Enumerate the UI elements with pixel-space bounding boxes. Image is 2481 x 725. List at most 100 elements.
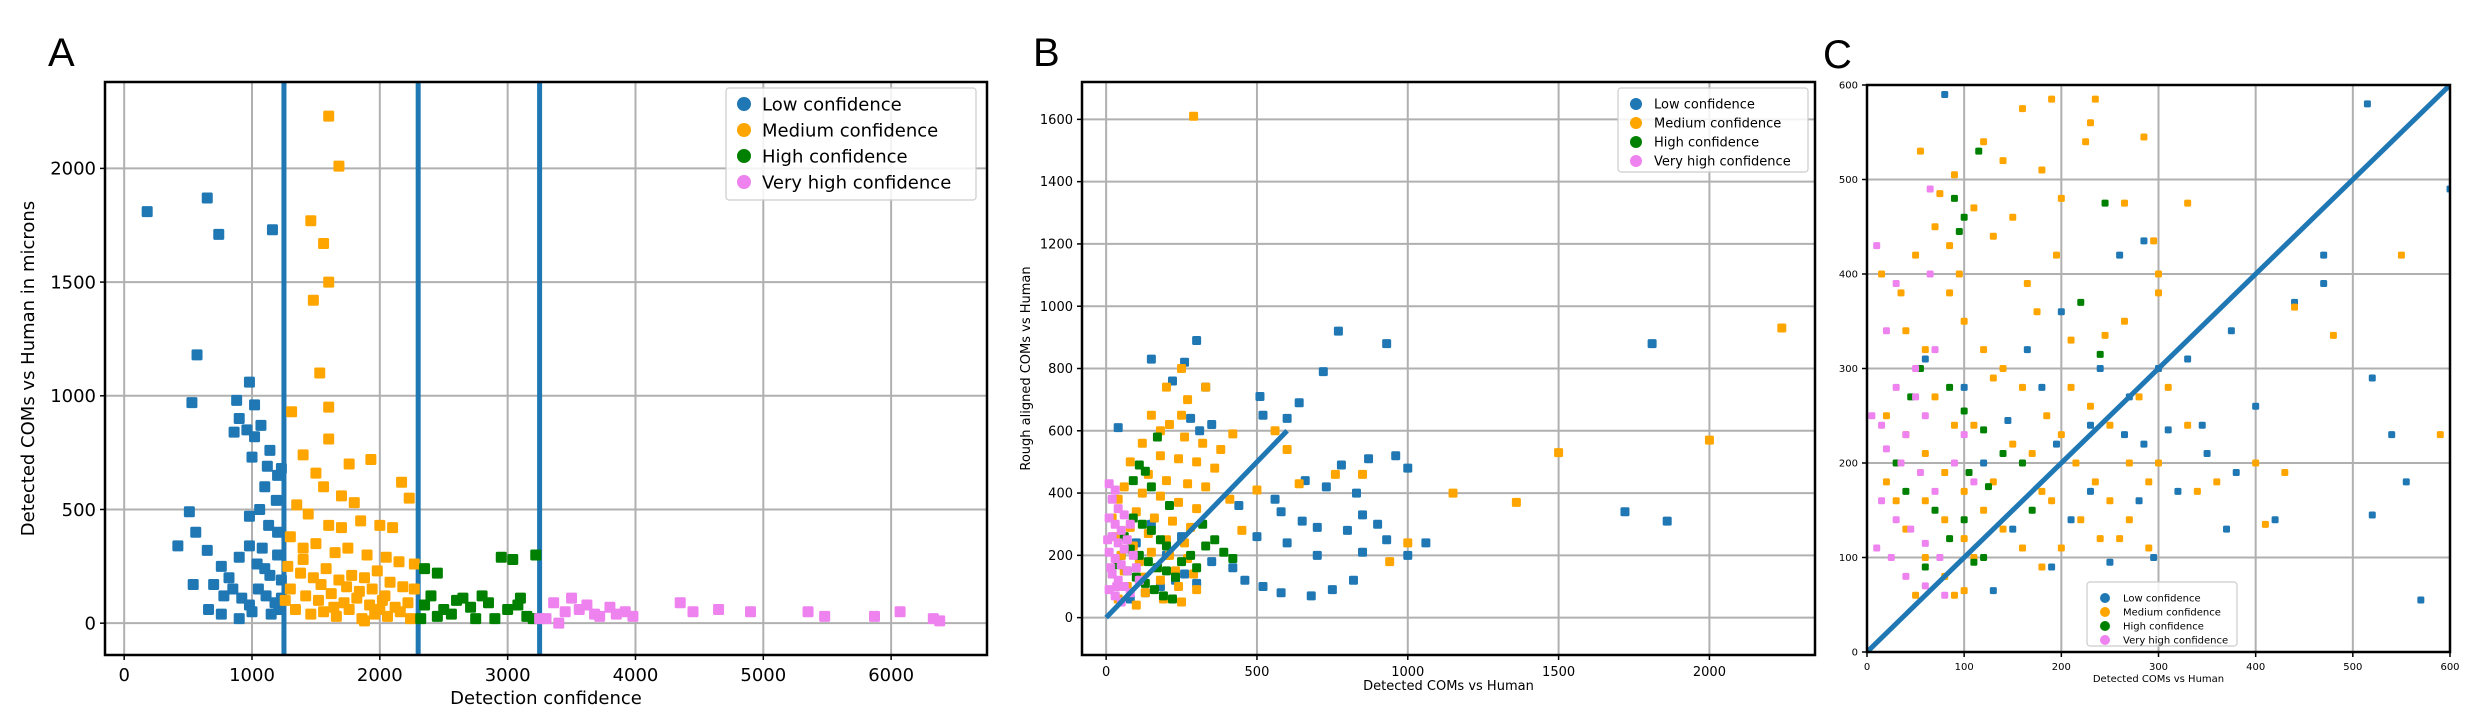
legend-label: Low confidence — [2123, 594, 2201, 605]
data-point — [1125, 457, 1135, 467]
data-point — [249, 431, 261, 443]
y-tick-label: 1600 — [1040, 113, 1073, 128]
y-tick-label: 400 — [1048, 487, 1073, 502]
data-point — [1140, 588, 1150, 598]
data-point — [2096, 365, 2104, 372]
data-point — [2291, 303, 2299, 311]
data-point — [1143, 557, 1153, 567]
data-point — [2368, 374, 2376, 382]
data-point — [1902, 327, 1910, 335]
data-point — [2106, 558, 2114, 566]
y-tick-label: 200 — [1048, 549, 1073, 564]
data-point — [261, 460, 273, 472]
data-point — [2048, 563, 2056, 571]
data-point — [1403, 538, 1413, 548]
data-point — [1892, 516, 1900, 524]
data-point — [1155, 575, 1165, 585]
points — [1103, 111, 1787, 610]
data-point — [2150, 554, 2158, 561]
data-point — [548, 597, 560, 609]
data-point — [305, 608, 317, 620]
data-point — [627, 610, 639, 622]
data-point — [260, 590, 272, 602]
y-tick-label: 2000 — [50, 159, 96, 180]
data-point — [2023, 346, 2031, 354]
panel-c: 0 100 200 300 400 500 600 0 100 200 300 400 500 600 De… — [1823, 33, 2460, 685]
data-point — [408, 558, 420, 570]
data-point — [1192, 335, 1202, 345]
data-point — [323, 276, 335, 288]
legend-marker — [1630, 117, 1642, 129]
data-point — [1210, 463, 1220, 473]
data-point — [358, 572, 370, 584]
data-point — [1902, 487, 1910, 495]
data-point — [1955, 270, 1963, 278]
data-point — [1183, 479, 1193, 489]
data-point — [1119, 510, 1129, 520]
data-point — [366, 583, 378, 595]
data-point — [2101, 331, 2109, 339]
data-point — [233, 613, 245, 625]
data-point — [1119, 544, 1129, 554]
data-point — [1201, 382, 1211, 392]
data-point — [1882, 412, 1890, 420]
data-point — [2116, 535, 2124, 543]
data-point — [2140, 440, 2148, 448]
data-point — [419, 599, 431, 611]
data-point — [286, 406, 298, 418]
legend-marker — [2100, 635, 2110, 645]
data-point — [1662, 516, 1672, 526]
x-tick-label: 1000 — [1391, 665, 1424, 680]
data-point — [1351, 488, 1361, 498]
data-point — [530, 549, 542, 561]
data-point — [1107, 494, 1117, 504]
data-point — [305, 215, 317, 227]
data-point — [465, 601, 477, 613]
data-point — [1980, 346, 1988, 354]
data-point — [502, 604, 514, 616]
data-point — [1873, 242, 1881, 250]
data-point — [534, 613, 546, 625]
data-point — [1931, 487, 1939, 495]
data-point — [1137, 519, 1147, 529]
data-point — [2198, 421, 2206, 429]
data-point — [325, 588, 337, 600]
data-point — [610, 608, 622, 620]
data-point — [512, 599, 524, 611]
data-point — [1960, 487, 1968, 495]
data-point — [1252, 485, 1262, 495]
data-point — [371, 565, 383, 577]
y-axis-label: Rough aligned COMs vs Human — [1019, 266, 1034, 470]
panel-a: 0 1000 2000 3000 4000 5000 6000 0 500 1000 1500 200… — [18, 31, 989, 709]
x-tick-label: 1500 — [1542, 665, 1575, 680]
data-point — [1201, 482, 1211, 492]
legend-label: High confidence — [2123, 622, 2204, 633]
data-point — [1255, 392, 1265, 402]
data-point — [1207, 420, 1217, 430]
data-point — [1382, 535, 1392, 545]
data-point — [2033, 308, 2041, 316]
panel-b: 0 500 1000 1500 2000 0 200 400 600 800 1000 1200 140… — [1019, 31, 1817, 694]
data-point — [2043, 412, 2051, 420]
data-point — [2057, 308, 2065, 316]
data-point — [1122, 535, 1132, 545]
data-point — [256, 542, 268, 554]
data-point — [323, 401, 335, 413]
data-point — [343, 604, 355, 616]
legend-label: Medium confidence — [762, 120, 938, 141]
data-point — [1912, 365, 1920, 372]
data-point — [1897, 289, 1905, 297]
data-point — [507, 554, 519, 565]
data-point — [342, 542, 354, 554]
data-point — [1878, 421, 1886, 429]
data-point — [482, 597, 494, 609]
data-point — [2223, 525, 2231, 533]
legend-label: Very high confidence — [1654, 155, 1791, 170]
data-point — [1868, 412, 1876, 420]
data-point — [1989, 232, 1997, 240]
data-point — [1186, 413, 1196, 423]
identity-line — [1867, 85, 2450, 652]
data-point — [1167, 594, 1177, 604]
data-point — [2009, 525, 2017, 533]
y-tick-label: 1400 — [1040, 175, 1073, 190]
